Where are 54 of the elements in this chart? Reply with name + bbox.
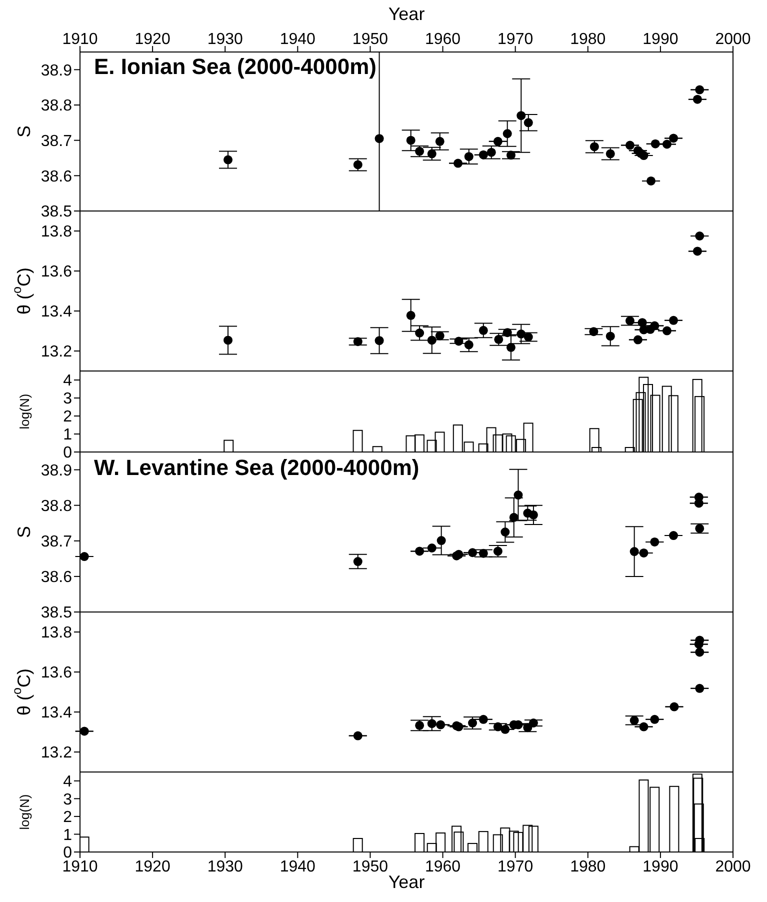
y-tick-label: 0 <box>63 444 72 462</box>
chart-title: E. Ionian Sea (2000-4000m) <box>94 54 376 80</box>
x-tick-label: 2000 <box>715 858 751 876</box>
y-axis-title: log(N) <box>16 394 32 430</box>
y-tick-label: 1 <box>63 826 72 844</box>
x-tick-label: 1920 <box>134 31 170 48</box>
x-tick-label: 1940 <box>280 31 316 48</box>
y-tick-label: 38.7 <box>40 534 72 551</box>
x-tick-label: 1950 <box>352 31 388 48</box>
x-tick-label: 1970 <box>498 31 534 48</box>
y-tick-label: 38.8 <box>40 98 72 115</box>
x-tick-label: 1960 <box>424 31 461 48</box>
x-tick-label: 1990 <box>642 858 678 876</box>
y-tick-label: 38.5 <box>40 204 72 221</box>
x-tick-label: 1950 <box>352 858 388 876</box>
y-tick-label: 38.9 <box>40 462 72 480</box>
y-tick-label: 13.8 <box>40 624 72 642</box>
x-tick-label: 2000 <box>715 31 751 48</box>
y-tick-label: 2 <box>63 408 72 426</box>
x-axis-title: Year <box>388 4 425 24</box>
y-tick-label: 13.8 <box>40 224 72 241</box>
y-tick-label: 13.4 <box>40 304 72 321</box>
y-tick-label: 38.7 <box>40 133 72 150</box>
x-tick-label: 1980 <box>570 31 606 48</box>
x-tick-label: 1990 <box>642 31 678 48</box>
y-tick-label: 4 <box>63 372 72 390</box>
y-tick-label: 3 <box>63 390 72 408</box>
y-tick-label: 13.2 <box>40 744 72 762</box>
y-axis-title: log(N) <box>16 794 32 830</box>
y-tick-label: 4 <box>63 774 72 791</box>
x-tick-label: 1930 <box>207 858 244 876</box>
y-tick-label: 38.6 <box>40 569 72 586</box>
y-tick-label: 2 <box>63 809 72 826</box>
y-tick-label: 38.9 <box>40 62 72 80</box>
x-tick-label: 1980 <box>570 858 606 876</box>
y-tick-label: 13.2 <box>40 344 72 361</box>
x-tick-label: 1930 <box>207 31 244 48</box>
y-axis-title: S <box>14 526 34 538</box>
y-tick-label: 13.4 <box>40 704 72 722</box>
x-axis-title: Year <box>388 872 425 892</box>
y-tick-label: 38.5 <box>40 604 72 622</box>
x-tick-label: 1910 <box>62 31 98 48</box>
y-axis-title: S <box>14 125 34 138</box>
y-tick-label: 3 <box>63 791 72 808</box>
x-tick-label: 1960 <box>424 858 461 876</box>
chart-title: W. Levantine Sea (2000-4000m) <box>94 455 420 481</box>
y-tick-label: 13.6 <box>40 664 72 682</box>
y-tick-label: 38.8 <box>40 498 72 516</box>
x-tick-label: 1970 <box>498 858 534 876</box>
x-tick-label: 1920 <box>134 858 170 876</box>
y-tick-label: 38.6 <box>40 168 72 186</box>
x-tick-label: 1940 <box>280 858 316 876</box>
y-tick-label: 1 <box>63 426 72 444</box>
y-tick-label: 13.6 <box>40 264 72 281</box>
